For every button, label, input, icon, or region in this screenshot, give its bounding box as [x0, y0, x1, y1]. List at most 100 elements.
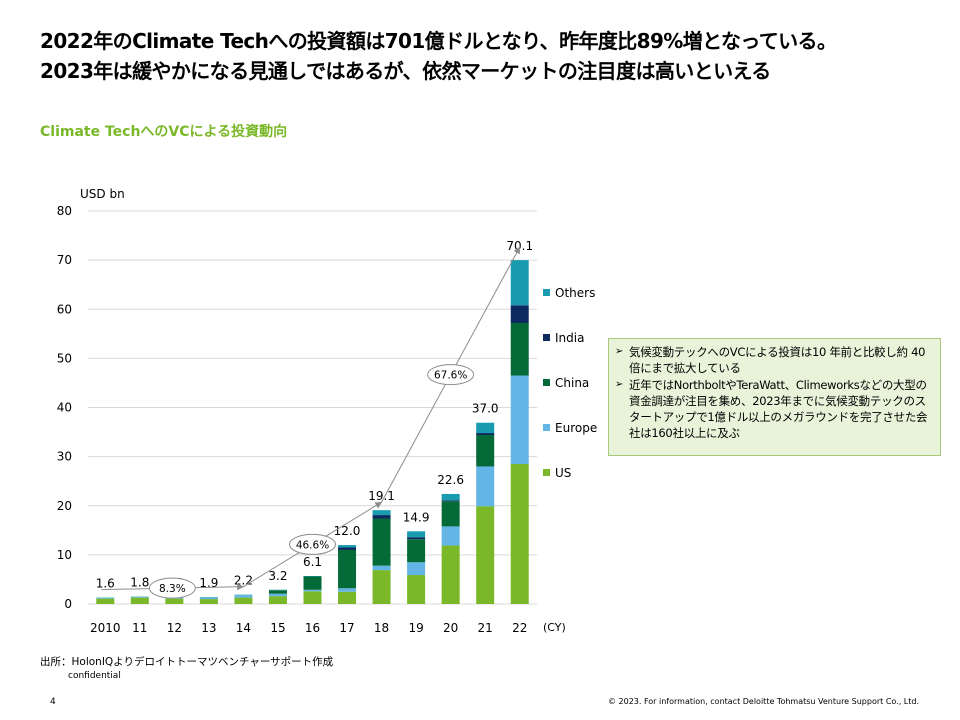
legend-label-us: US — [555, 466, 571, 480]
y-tick-label: 50 — [57, 351, 72, 365]
bar-segment-others — [234, 594, 253, 596]
bar-segment-us — [303, 591, 322, 604]
bar-total-label: 6.1 — [303, 555, 322, 569]
bar-segment-europe — [510, 375, 529, 464]
legend-swatch-europe — [543, 424, 550, 431]
bar-segment-europe — [96, 598, 115, 599]
bar-segment-us — [441, 545, 460, 604]
x-tick-label: 17 — [339, 621, 354, 635]
bar-segment-china — [510, 323, 529, 376]
bar-total-label: 1.6 — [96, 577, 115, 591]
bar-total-label: 22.6 — [437, 473, 464, 487]
bar-segment-others — [268, 589, 287, 591]
growth-rate-ellipse — [148, 577, 196, 599]
y-tick-label: 30 — [57, 450, 72, 464]
headline-line-1: 2022年のClimate Techへの投資額は701億ドルとなり、昨年度比89… — [40, 29, 837, 53]
notes-box: 気候変動テックへのVCによる投資は10 年前と比較し約 40 倍にまで拡大してい… — [608, 338, 941, 456]
bar-segment-others — [441, 493, 460, 501]
x-tick-label: 12 — [167, 621, 182, 635]
bar-segment-us — [130, 597, 149, 604]
x-tick-label: 2010 — [90, 621, 121, 635]
y-tick-label: 20 — [57, 499, 72, 513]
bar-segment-europe — [407, 562, 426, 576]
y-tick-label: 40 — [57, 401, 72, 415]
bar-segment-us — [199, 599, 218, 604]
note-item-2: 近年ではNorthboltやTeraWatt、Climeworksなどの大型の資… — [615, 377, 934, 441]
bar-segment-india — [338, 547, 357, 550]
bar-segment-china — [338, 549, 357, 589]
bar-segment-us — [268, 596, 287, 604]
y-tick-label: 70 — [57, 253, 72, 267]
bar-total-label: 3.2 — [268, 569, 287, 583]
legend-swatch-china — [543, 379, 550, 386]
x-tick-label: 21 — [478, 621, 493, 635]
source-note: 出所：HolonIQよりデロイトトーマツベンチャーサポート作成 — [40, 656, 334, 668]
bar-total-label: 70.1 — [506, 239, 533, 253]
bar-total-label: 1.9 — [199, 576, 218, 590]
legend-swatch-india — [543, 334, 550, 341]
bar-segment-others — [130, 596, 149, 598]
bar-segment-india — [407, 537, 426, 540]
bar-total-label: 2.2 — [234, 574, 253, 588]
legend-swatch-us — [543, 469, 550, 476]
growth-rate-label: 46.6% — [296, 539, 329, 551]
growth-rate-ellipse — [427, 364, 475, 386]
growth-rate-label: 8.3% — [159, 583, 186, 595]
headline-line-2: 2023年は緩やかになる見通しではあるが、依然マーケットの注目度は高いといえる — [40, 59, 771, 83]
x-tick-label: 11 — [132, 621, 147, 635]
legend-label-india: India — [555, 331, 584, 345]
bar-segment-china — [303, 576, 322, 590]
x-tick-label: 20 — [443, 621, 458, 635]
x-tick-label: 18 — [374, 621, 389, 635]
bar-segment-others — [510, 260, 529, 306]
confidential-label: confidential — [68, 671, 121, 681]
x-tick-label: 19 — [408, 621, 423, 635]
growth-rate-ellipse — [289, 533, 336, 555]
bar-segment-india — [372, 515, 391, 519]
x-tick-label: 15 — [270, 621, 285, 635]
bar-segment-europe — [130, 597, 149, 598]
bar-segment-india — [510, 305, 529, 324]
bar-total-label: 12.0 — [334, 524, 361, 538]
legend-label-china: China — [555, 376, 589, 390]
bar-segment-us — [234, 597, 253, 604]
bar-segment-us — [338, 591, 357, 604]
bar-segment-others — [303, 575, 322, 577]
x-tick-label: 14 — [236, 621, 251, 635]
bar-total-label: 14.9 — [403, 510, 430, 524]
bar-segment-china — [268, 590, 287, 594]
bar-total-label: 37.0 — [472, 402, 499, 416]
bar-segment-china — [441, 501, 460, 527]
bar-segment-others — [338, 545, 357, 548]
legend-label-others: Others — [555, 286, 595, 300]
x-tick-label: 16 — [305, 621, 320, 635]
y-tick-label: 10 — [57, 548, 72, 562]
bar-segment-china — [372, 518, 391, 566]
chart-subtitle: Climate TechへのVCによる投資動向 — [40, 124, 288, 140]
legend-label-europe: Europe — [555, 421, 597, 435]
bar-segment-europe — [268, 593, 287, 597]
headline: 2022年のClimate Techへの投資額は701億ドルとなり、昨年度比89… — [40, 26, 940, 86]
bar-segment-us — [510, 463, 529, 604]
x-axis-unit-label: (CY) — [543, 621, 566, 634]
bar-segment-us — [165, 598, 184, 604]
page-number: 4 — [50, 697, 56, 707]
note-item-1: 気候変動テックへのVCによる投資は10 年前と比較し約 40 倍にまで拡大してい… — [615, 344, 934, 376]
bar-segment-europe — [338, 588, 357, 592]
y-tick-label: 60 — [57, 302, 72, 316]
bar-segment-others — [199, 597, 218, 598]
bar-segment-others — [407, 531, 426, 538]
bar-segment-china — [407, 539, 426, 563]
bar-segment-europe — [441, 526, 460, 546]
bar-segment-india — [476, 433, 495, 436]
bar-segment-others — [96, 597, 115, 599]
bar-total-label: 1.8 — [130, 576, 149, 590]
bar-segment-europe — [303, 589, 322, 592]
bar-segment-us — [372, 570, 391, 604]
x-tick-label: 22 — [512, 621, 527, 635]
bar-segment-europe — [372, 565, 391, 571]
bar-segment-india — [441, 500, 460, 502]
bar-total-label: 19.1 — [368, 489, 395, 503]
bar-segment-us — [96, 598, 115, 604]
